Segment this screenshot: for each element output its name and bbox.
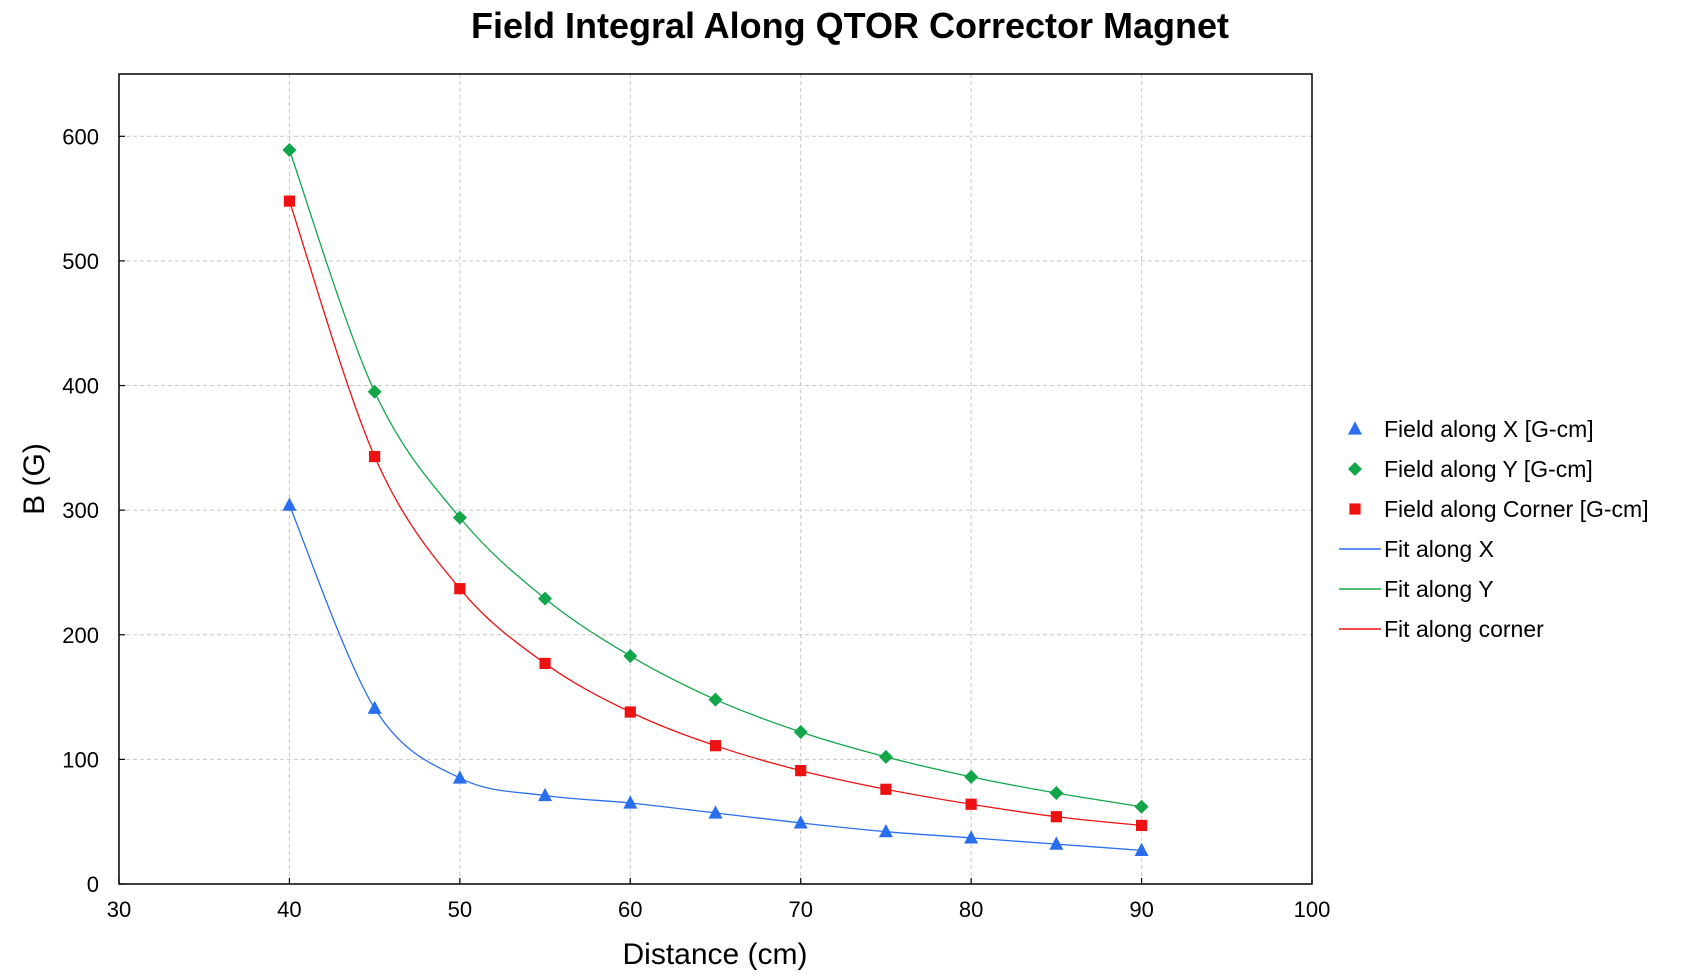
data-point-s1-5 [708,692,723,707]
plot-frame [118,73,1313,885]
y-tick-label: 200 [62,623,99,648]
data-point-s1-3 [538,591,553,606]
legend: Field along X [G-cm] Field along Y [G-cm]… [1339,416,1649,642]
data-point-s2-5 [709,740,722,752]
legend-label-1: Field along Y [G-cm] [1384,456,1593,482]
data-point-s0-6 [793,815,808,829]
y-tick-label: 600 [62,124,99,149]
axis-ticks: 30 40 50 60 70 80 90 100 0 100 200 300 400 500 600 [62,124,1330,922]
data-point-s1-4 [623,648,638,663]
data-point-s2-3 [539,657,551,670]
x-tick-label: 70 [788,897,812,922]
y-tick-label: 100 [62,747,99,772]
y-tick-label: 300 [62,498,99,523]
data-point-s0-1 [367,700,382,714]
legend-marker-swatch-0 [1348,421,1362,435]
legend-marker-swatch-1 [1348,462,1362,476]
data-point-s0-0 [282,497,297,511]
x-tick-label: 80 [959,897,983,922]
data-point-s0-7 [878,823,893,838]
legend-label-4: Fit along Y [1384,576,1494,602]
legend-label-2: Field along Corner [G-cm] [1384,496,1649,522]
y-tick-label: 400 [62,374,99,399]
x-tick-label: 60 [618,897,642,922]
data-point-s2-6 [795,765,807,777]
data-point-s2-8 [965,798,977,810]
y-tick-label: 0 [87,872,99,897]
data-point-s0-5 [708,805,723,819]
grid [119,74,1312,884]
data-markers [282,143,1149,856]
data-point-s0-3 [538,787,553,802]
y-tick-label: 500 [62,249,99,274]
data-point-s1-10 [1134,799,1149,814]
data-point-s2-7 [880,783,892,795]
data-point-s0-10 [1134,842,1149,856]
x-tick-label: 30 [107,897,131,922]
data-point-s2-10 [1135,819,1148,832]
x-tick-label: 90 [1129,897,1153,922]
legend-label-5: Fit along corner [1384,616,1544,642]
data-point-s2-0 [283,195,296,207]
fit-line-4 [288,149,1142,808]
chart-title: Field Integral Along QTOR Corrector Magn… [471,5,1229,46]
data-point-s2-2 [454,583,466,595]
data-point-s0-8 [964,830,979,844]
data-point-s2-9 [1050,811,1062,823]
data-point-s0-9 [1049,836,1064,850]
legend-label-0: Field along X [G-cm] [1384,416,1594,442]
fit-line-3 [288,504,1142,851]
legend-marker-swatch-2 [1349,503,1361,515]
data-point-s1-1 [367,384,382,399]
legend-label-3: Fit along X [1384,536,1494,562]
fit-lines [288,149,1142,851]
x-tick-label: 100 [1294,897,1331,922]
data-point-s2-4 [624,706,636,718]
data-point-s1-7 [878,749,893,764]
data-point-s0-2 [452,770,467,784]
x-tick-label: 50 [448,897,472,922]
y-axis-label: B (G) [18,443,51,515]
data-point-s1-9 [1049,786,1064,801]
data-point-s1-2 [452,510,467,525]
data-point-s1-8 [964,769,979,784]
data-point-s1-0 [282,143,297,158]
data-point-s2-1 [369,450,381,463]
x-tick-label: 40 [277,897,301,922]
x-axis-label: Distance (cm) [622,938,807,971]
data-point-s0-4 [623,795,638,809]
data-point-s1-6 [793,724,808,739]
fit-line-5 [288,200,1142,827]
